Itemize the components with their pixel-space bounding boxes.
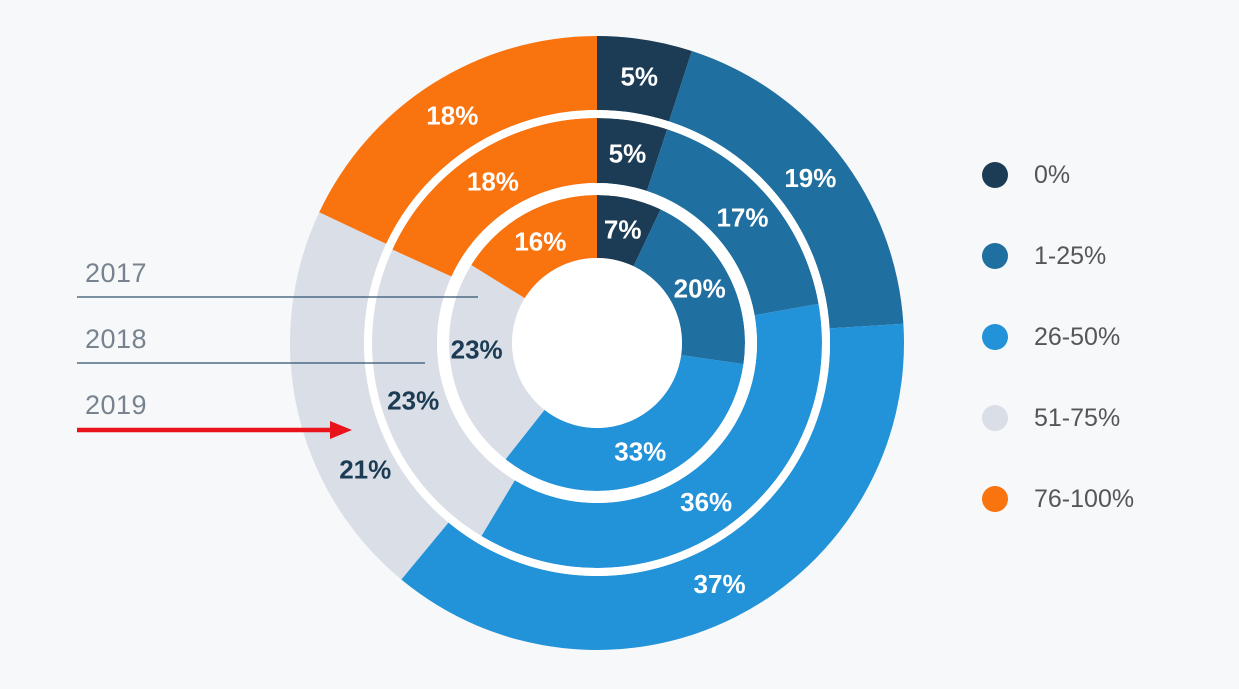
ring-2018-segment-1 xyxy=(646,129,819,316)
ring-2017-segment-1 xyxy=(633,209,746,365)
ring-separator-1 xyxy=(364,110,830,576)
legend-swatch-4-icon xyxy=(982,486,1008,512)
ring-2019-segment-0 xyxy=(597,36,692,122)
ring-2018-value-label-2: 36% xyxy=(680,487,732,517)
year-pointer-arrowhead-icon xyxy=(330,421,352,439)
year-label-2017: 2017 xyxy=(85,258,148,288)
ring-2019-segment-2 xyxy=(401,323,905,650)
legend-swatch-3-icon xyxy=(982,405,1008,431)
legend-item-4: 76-100% xyxy=(982,482,1134,516)
ring-2018-segment-3 xyxy=(371,249,515,537)
legend-item-1: 1-25% xyxy=(982,239,1134,273)
ring-2018-segment-2 xyxy=(481,303,822,568)
ring-2019-value-label-0: 5% xyxy=(620,62,658,92)
year-label-2018: 2018 xyxy=(85,324,148,354)
ring-2017-value-label-1: 20% xyxy=(674,273,726,303)
ring-2017-segment-0 xyxy=(597,195,661,267)
ring-2019-segment-1 xyxy=(669,51,904,329)
legend-item-0: 0% xyxy=(982,158,1134,192)
ring-2018-value-label-3: 23% xyxy=(387,386,439,416)
legend-label-2: 26-50% xyxy=(1034,322,1121,351)
ring-2017-value-label-3: 23% xyxy=(451,335,503,365)
ring-2019-value-label-3: 21% xyxy=(339,455,391,485)
ring-2019-segment-4 xyxy=(319,36,597,244)
ring-2017-value-label-4: 16% xyxy=(514,227,566,257)
ring-2017-value-label-0: 7% xyxy=(604,215,642,245)
ring-2019-value-label-1: 19% xyxy=(784,163,836,193)
ring-2019-value-label-4: 18% xyxy=(426,100,478,130)
ring-2018-segment-4 xyxy=(392,118,597,277)
ring-2018-segment-0 xyxy=(597,118,668,191)
ring-separator-0 xyxy=(437,183,757,503)
donut-hole xyxy=(512,258,682,428)
ring-2019-segment-3 xyxy=(290,212,449,580)
ring-2018-value-label-1: 17% xyxy=(716,202,768,232)
legend-swatch-0-icon xyxy=(982,162,1008,188)
legend-item-3: 51-75% xyxy=(982,401,1134,435)
ring-2017-segment-4 xyxy=(471,194,597,299)
ring-2018-value-label-4: 18% xyxy=(467,166,519,196)
year-label-2019: 2019 xyxy=(85,390,148,420)
ring-2017-segment-3 xyxy=(449,264,545,460)
chart-legend: 0% 1-25% 26-50% 51-75% 76-100% xyxy=(982,158,1134,516)
legend-label-1: 1-25% xyxy=(1034,241,1107,270)
ring-2017-value-label-2: 33% xyxy=(614,437,666,467)
legend-label-0: 0% xyxy=(1034,160,1071,189)
legend-label-3: 51-75% xyxy=(1034,403,1121,432)
legend-swatch-1-icon xyxy=(982,243,1008,269)
legend-item-2: 26-50% xyxy=(982,320,1134,354)
ring-2018-value-label-0: 5% xyxy=(609,138,647,168)
ring-2017-segment-2 xyxy=(505,355,744,492)
ring-2019-value-label-2: 37% xyxy=(694,569,746,599)
legend-label-4: 76-100% xyxy=(1034,484,1135,513)
legend-swatch-2-icon xyxy=(982,324,1008,350)
